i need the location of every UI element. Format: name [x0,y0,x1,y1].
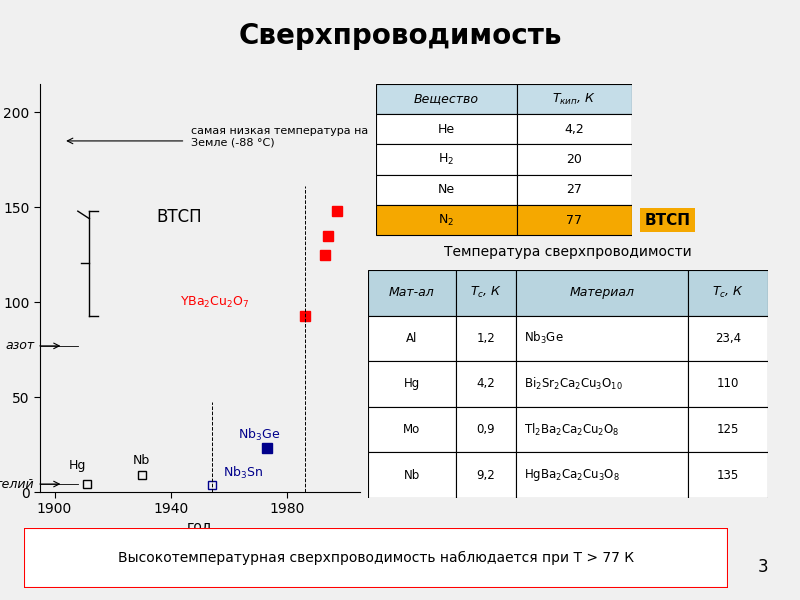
FancyBboxPatch shape [376,114,517,145]
FancyBboxPatch shape [517,175,632,205]
Text: Mo: Mo [403,423,421,436]
Text: Сверхпроводимость: Сверхпроводимость [238,22,562,50]
Text: Материал: Материал [570,286,634,299]
FancyBboxPatch shape [517,145,632,175]
Text: 3: 3 [758,558,768,576]
Text: Nb$_3$Ge: Nb$_3$Ge [524,331,564,346]
FancyBboxPatch shape [688,316,768,361]
FancyBboxPatch shape [517,114,632,145]
Text: N$_2$: N$_2$ [438,212,454,227]
Text: 4,2: 4,2 [565,123,584,136]
FancyBboxPatch shape [376,175,517,205]
Text: 4,2: 4,2 [477,377,495,391]
FancyBboxPatch shape [688,270,768,316]
Text: Температура сверхпроводимости: Температура сверхпроводимости [444,245,692,259]
Text: Nb$_3$Ge: Nb$_3$Ge [238,427,280,443]
FancyBboxPatch shape [368,270,456,316]
FancyBboxPatch shape [456,407,516,452]
FancyBboxPatch shape [456,316,516,361]
Text: 20: 20 [566,153,582,166]
Text: 125: 125 [717,423,739,436]
FancyBboxPatch shape [517,205,632,235]
FancyBboxPatch shape [368,452,456,498]
FancyBboxPatch shape [516,407,688,452]
FancyBboxPatch shape [456,361,516,407]
FancyBboxPatch shape [516,452,688,498]
Text: 1,2: 1,2 [477,332,495,345]
Text: самая низкая температура на
Земле (-88 °C): самая низкая температура на Земле (-88 °… [191,127,369,148]
FancyBboxPatch shape [368,361,456,407]
Text: He: He [438,123,455,136]
FancyBboxPatch shape [516,270,688,316]
FancyBboxPatch shape [517,84,632,114]
Text: Hg: Hg [404,377,420,391]
Text: 23,4: 23,4 [715,332,741,345]
Text: Bi$_2$Sr$_2$Ca$_2$Cu$_3$O$_{10}$: Bi$_2$Sr$_2$Ca$_2$Cu$_3$O$_{10}$ [524,376,622,392]
Text: $T_c$, К: $T_c$, К [470,285,502,301]
Text: Высокотемпературная сверхпроводимость наблюдается при Т > 77 К: Высокотемпературная сверхпроводимость на… [118,551,634,565]
Text: Hg: Hg [69,459,86,472]
FancyBboxPatch shape [368,407,456,452]
FancyBboxPatch shape [516,361,688,407]
FancyBboxPatch shape [456,270,516,316]
FancyBboxPatch shape [376,205,517,235]
FancyBboxPatch shape [516,316,688,361]
Text: Вещество: Вещество [414,92,479,106]
Text: 27: 27 [566,184,582,196]
FancyBboxPatch shape [376,145,517,175]
Text: ВТСП: ВТСП [645,212,690,227]
X-axis label: год: год [187,519,213,533]
Text: гелий: гелий [0,478,34,491]
Text: $T_{кип}$, К: $T_{кип}$, К [553,92,596,107]
FancyBboxPatch shape [688,407,768,452]
Text: Nb$_3$Sn: Nb$_3$Sn [223,465,263,481]
Text: 135: 135 [717,469,739,482]
Text: 110: 110 [717,377,739,391]
Text: Мат-ал: Мат-ал [389,286,435,299]
FancyBboxPatch shape [368,316,456,361]
Text: Nb: Nb [133,454,150,467]
Text: азот: азот [5,340,34,352]
Text: 0,9: 0,9 [477,423,495,436]
FancyBboxPatch shape [456,452,516,498]
Text: $T_c$, К: $T_c$, К [712,285,744,301]
Text: HgBa$_2$Ca$_2$Cu$_3$O$_8$: HgBa$_2$Ca$_2$Cu$_3$O$_8$ [524,467,620,483]
Text: Al: Al [406,332,418,345]
Text: Tl$_2$Ba$_2$Ca$_2$Cu$_2$O$_8$: Tl$_2$Ba$_2$Ca$_2$Cu$_2$O$_8$ [524,422,619,437]
FancyBboxPatch shape [24,528,728,588]
FancyBboxPatch shape [688,452,768,498]
Text: Nb: Nb [404,469,420,482]
Text: YBa$_2$Cu$_2$O$_7$: YBa$_2$Cu$_2$O$_7$ [180,295,249,310]
Text: H$_2$: H$_2$ [438,152,454,167]
FancyBboxPatch shape [376,84,517,114]
FancyBboxPatch shape [688,361,768,407]
Text: 77: 77 [566,214,582,227]
Text: ВТСП: ВТСП [156,208,202,226]
Text: Ne: Ne [438,184,455,196]
Text: 9,2: 9,2 [477,469,495,482]
